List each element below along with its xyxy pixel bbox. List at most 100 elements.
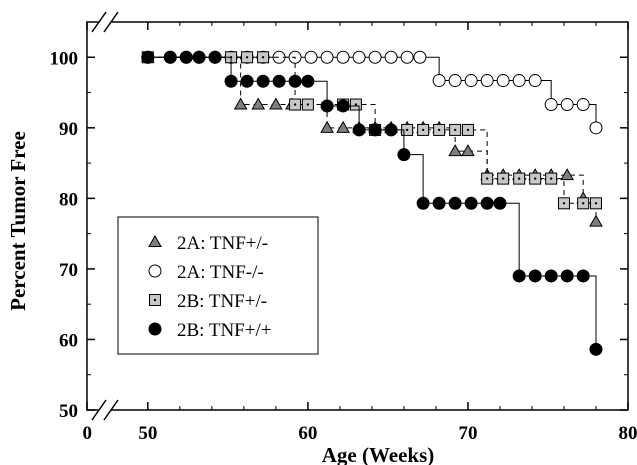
data-point	[560, 168, 575, 181]
series-line	[147, 56, 597, 222]
square-dot	[306, 103, 310, 106]
data-point	[349, 98, 362, 111]
data-point	[557, 197, 570, 210]
data-point	[241, 51, 254, 64]
data-point	[256, 74, 270, 88]
data-point	[336, 120, 350, 133]
break-gap	[99, 400, 111, 420]
data-point	[301, 74, 315, 88]
legend-label: 2B: TNF+/-	[177, 291, 267, 312]
plot-frame	[86, 21, 629, 411]
data-point	[512, 74, 526, 88]
data-point	[179, 50, 193, 64]
data-point	[448, 196, 462, 210]
data-point	[251, 97, 266, 110]
x-tick-label: 50	[138, 423, 157, 444]
data-point	[240, 74, 254, 88]
data-point	[576, 98, 590, 112]
data-point	[544, 98, 558, 112]
square-dot	[594, 202, 598, 205]
data-point	[480, 196, 494, 210]
data-point	[320, 50, 334, 64]
legend-label: 2A: TNF+/-	[177, 233, 268, 254]
data-point	[461, 123, 474, 136]
data-point	[320, 120, 334, 133]
square-dot	[405, 128, 409, 132]
square-dot	[466, 128, 470, 132]
data-point	[528, 74, 542, 88]
data-point	[480, 74, 494, 88]
data-point	[397, 148, 411, 162]
square-dot	[453, 128, 457, 132]
square-dot	[562, 202, 566, 205]
y-axis-title: Percent Tumor Free	[6, 131, 30, 311]
data-point	[560, 269, 574, 283]
square-dot	[261, 56, 265, 59]
data-point	[384, 123, 398, 137]
data-point	[416, 196, 430, 210]
data-point	[528, 269, 542, 283]
break-gap	[99, 12, 111, 32]
data-point	[368, 123, 382, 137]
data-point	[545, 172, 558, 185]
square-dot	[517, 177, 521, 180]
data-point	[301, 98, 314, 111]
data-point	[352, 123, 366, 137]
data-point	[269, 97, 283, 110]
data-point	[413, 50, 427, 64]
data-point	[496, 74, 510, 88]
square-dot	[153, 298, 157, 302]
square-dot	[245, 56, 249, 59]
data-point	[576, 269, 590, 283]
data-point	[589, 121, 603, 135]
x-tick-label: 70	[458, 423, 477, 444]
data-point	[257, 51, 270, 64]
bottom-axis-break	[91, 399, 119, 421]
data-point	[464, 196, 478, 210]
x-tick-label: 80	[619, 423, 637, 444]
data-point	[233, 97, 248, 110]
data-point	[589, 197, 602, 210]
data-point	[448, 144, 462, 157]
data-point	[544, 269, 558, 283]
data-point	[192, 50, 206, 64]
data-point	[497, 172, 510, 185]
data-point	[417, 123, 430, 136]
data-point	[464, 74, 478, 88]
legend-marker	[148, 234, 162, 247]
data-point	[208, 50, 222, 64]
data-point	[163, 50, 177, 64]
break-slash	[103, 399, 119, 421]
y-tick-label: 50	[59, 401, 78, 422]
y-tick-label: 90	[59, 119, 78, 140]
legend-marker	[148, 264, 162, 278]
break-slash	[91, 11, 107, 33]
square-dot	[581, 202, 585, 205]
series-group	[140, 50, 603, 356]
legend-label: 2B: TNF+/+	[177, 320, 271, 341]
series-3	[141, 50, 603, 356]
series-line	[147, 56, 597, 128]
square-dot	[421, 128, 425, 132]
square-dot	[549, 177, 553, 180]
break-slash	[103, 11, 119, 33]
data-point	[529, 172, 542, 185]
x-axis-title: Age (Weeks)	[322, 443, 435, 465]
data-point	[368, 50, 382, 64]
data-point	[481, 172, 494, 185]
data-point	[433, 123, 446, 136]
data-point	[352, 50, 366, 64]
y-tick-label: 80	[59, 189, 78, 210]
break-slash	[91, 399, 107, 421]
square-dot	[354, 103, 358, 106]
data-point	[384, 50, 398, 64]
y-tick-label: 70	[59, 260, 78, 281]
x-tick-label: 0	[83, 423, 93, 444]
data-point	[272, 74, 286, 88]
data-point	[336, 99, 350, 113]
data-point	[448, 74, 462, 88]
data-point	[560, 98, 574, 112]
y-tick-label: 100	[50, 48, 79, 69]
data-point	[513, 172, 526, 185]
